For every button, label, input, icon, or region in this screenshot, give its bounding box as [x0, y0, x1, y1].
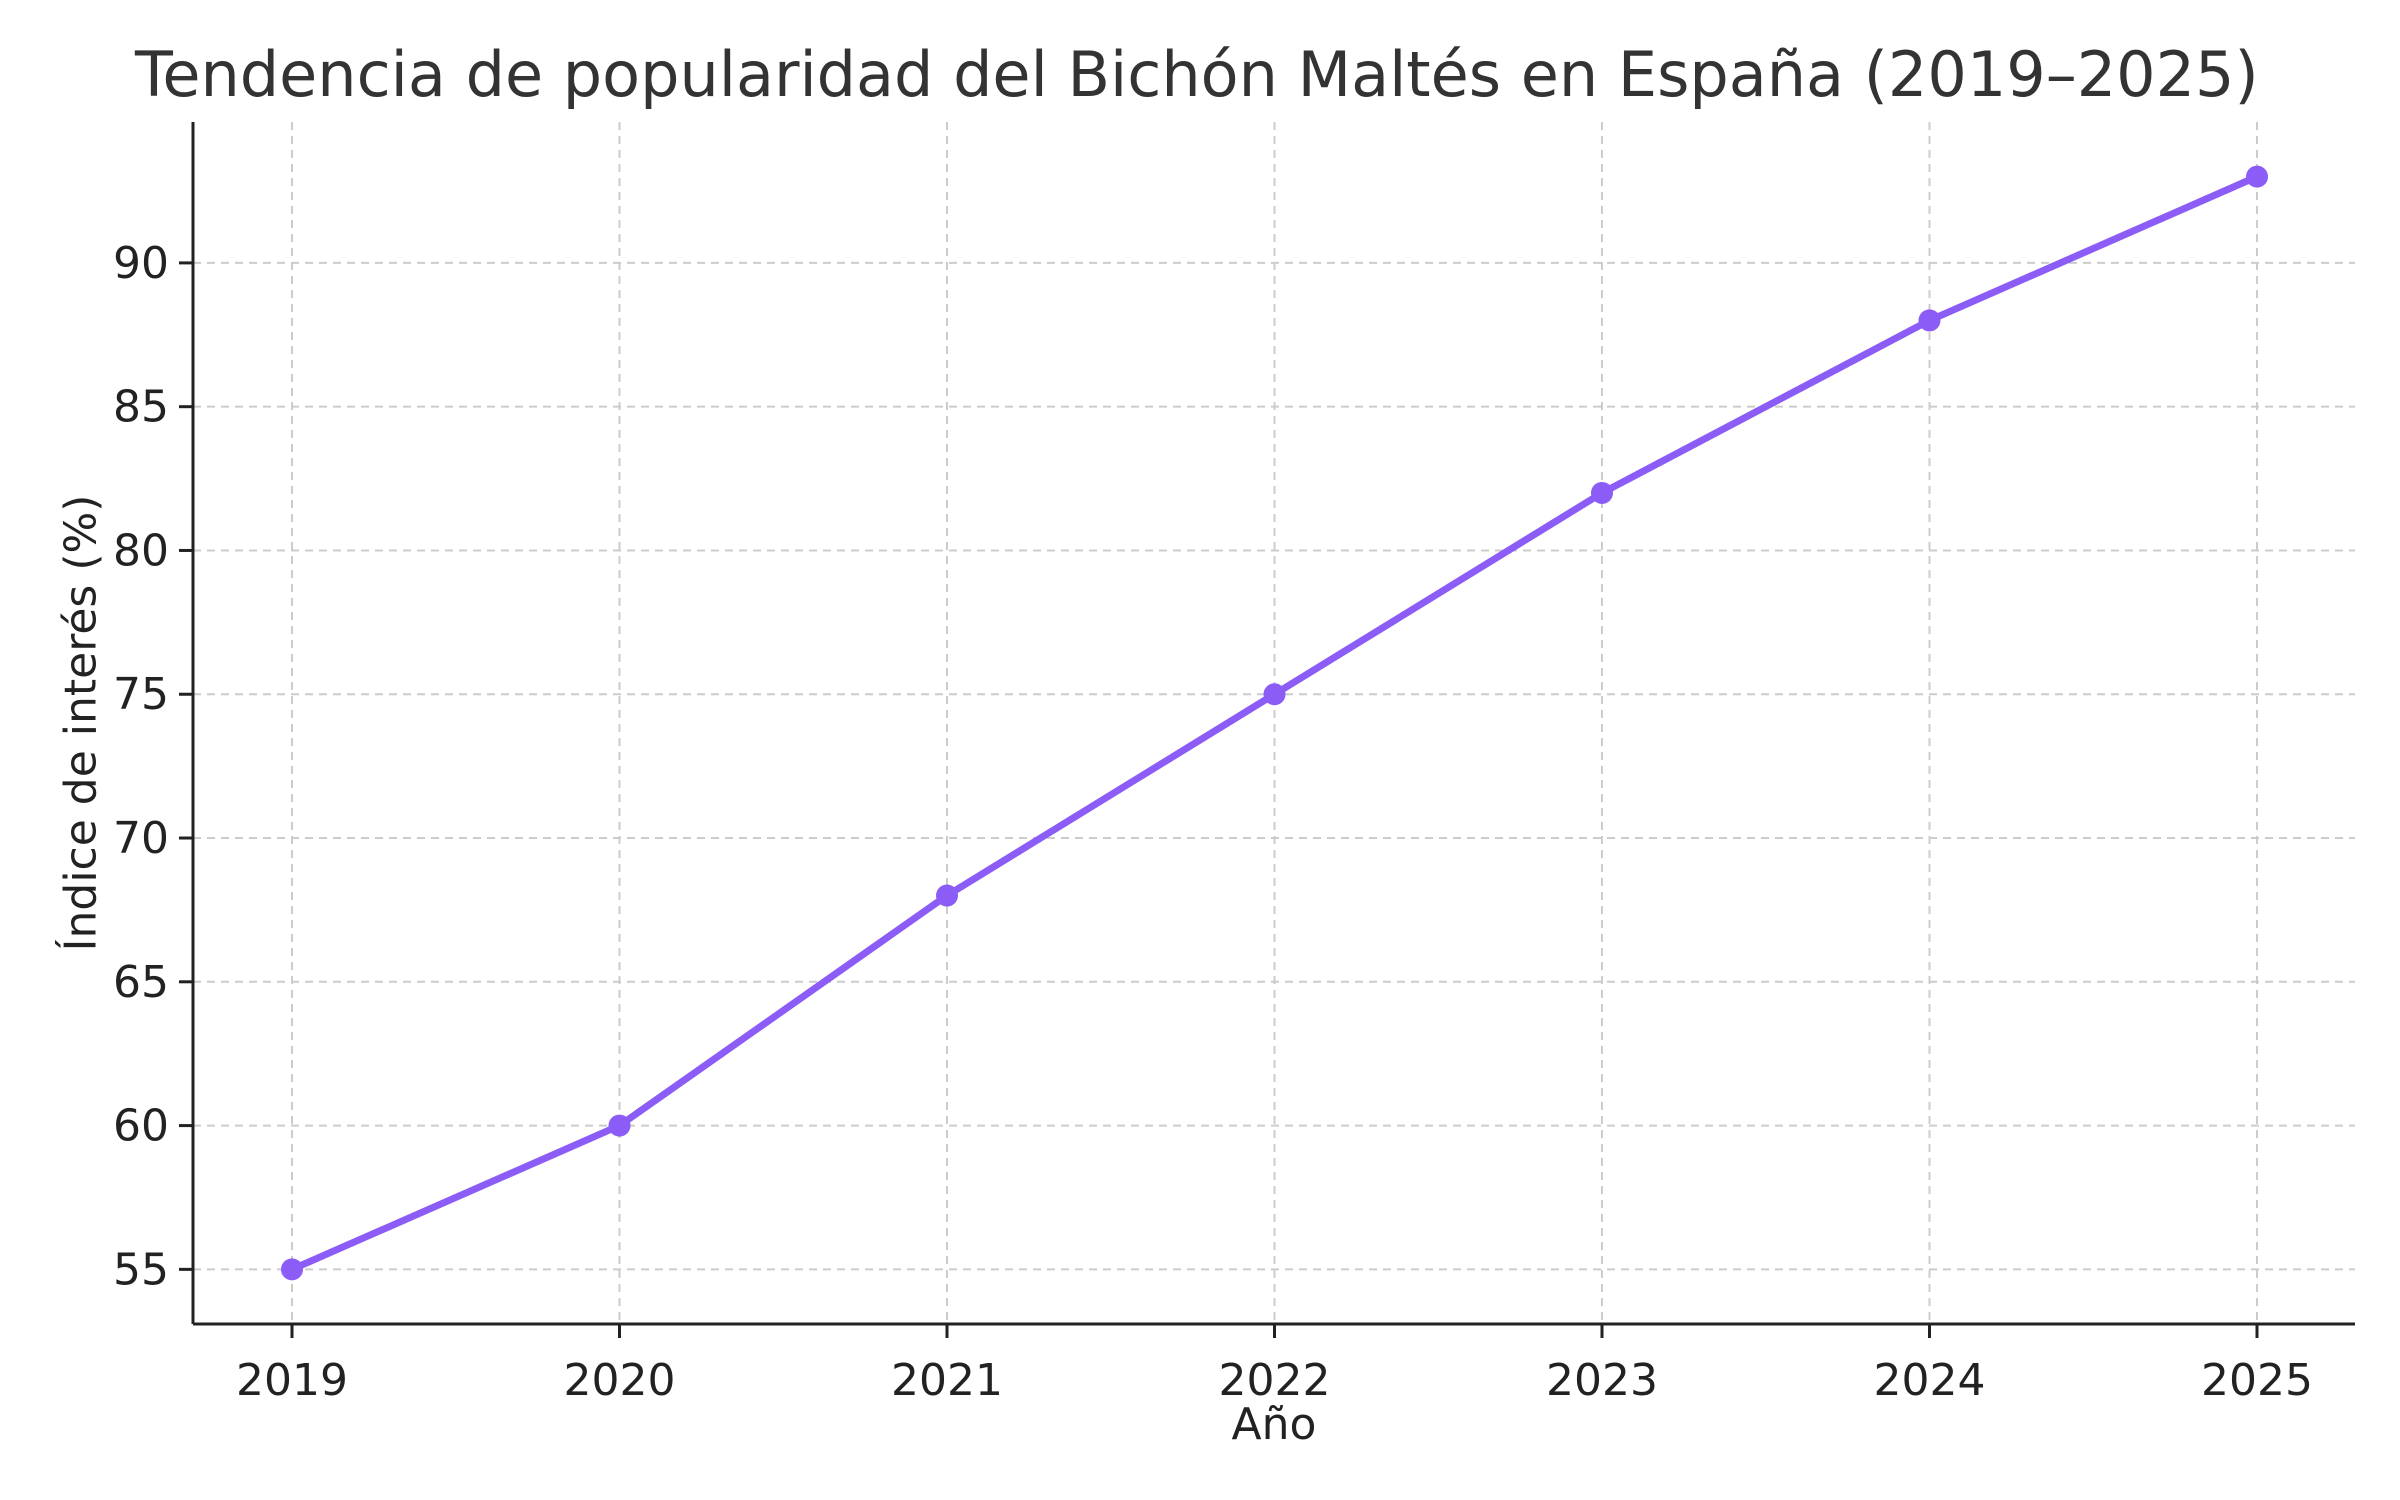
x-tick-label-2022: 2022: [1219, 1355, 1331, 1406]
ticks: 55 60 65 70 75 80 85 90 2019 2020 2021 2022 2023 2024…: [113, 238, 2313, 1406]
data-point-2019: [281, 1258, 303, 1281]
data-point-2025: [2246, 165, 2268, 188]
x-tick-label-2023: 2023: [1546, 1355, 1658, 1406]
chart-title: Tendencia de popularidad del Bichón Malt…: [134, 38, 2259, 111]
data-point-2022: [1263, 683, 1286, 706]
y-tick-label-60: 60: [113, 1101, 169, 1152]
y-tick-label-65: 65: [113, 957, 169, 1008]
y-tick-label-85: 85: [113, 382, 169, 433]
x-tick-label-2025: 2025: [2201, 1355, 2313, 1406]
data-point-2020: [608, 1114, 631, 1137]
x-axis-label: Año: [1232, 1399, 1317, 1450]
y-tick-label-75: 75: [113, 669, 169, 720]
grid: [193, 122, 2355, 1324]
y-axis-label: Índice de interés (%): [53, 495, 106, 952]
y-tick-label-55: 55: [113, 1244, 169, 1295]
data-point-2023: [1591, 481, 1613, 504]
x-tick-label-2019: 2019: [236, 1355, 348, 1406]
series: [281, 165, 2268, 1281]
x-tick-label-2021: 2021: [891, 1355, 1003, 1406]
data-point-2021: [936, 884, 958, 907]
y-tick-label-90: 90: [113, 238, 169, 289]
x-tick-label-2020: 2020: [564, 1355, 676, 1406]
y-tick-label-70: 70: [113, 813, 169, 864]
y-tick-label-80: 80: [113, 525, 169, 576]
axes: [191, 122, 2355, 1326]
data-point-2024: [1918, 309, 1941, 332]
x-tick-label-2024: 2024: [1874, 1355, 1986, 1406]
